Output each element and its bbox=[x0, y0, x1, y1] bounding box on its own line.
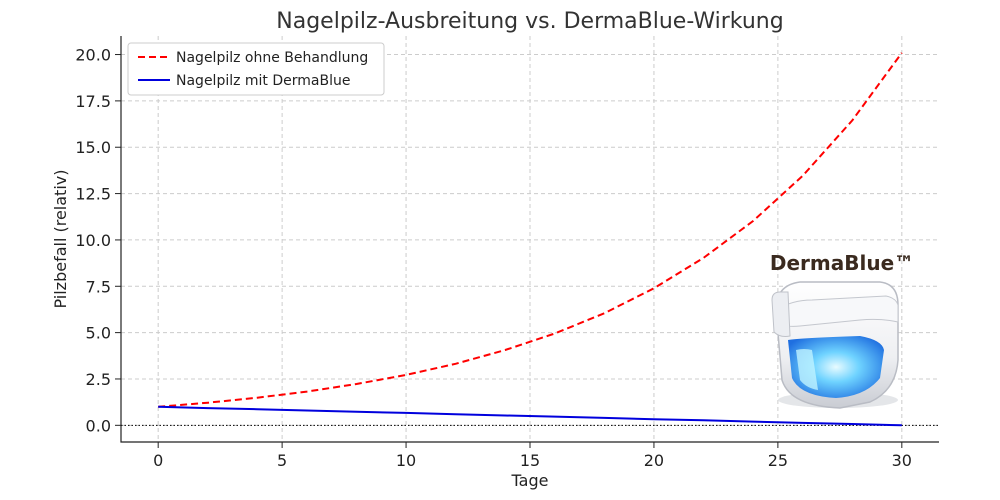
y-tick-label: 5.0 bbox=[86, 324, 111, 343]
x-axis-label: Tage bbox=[511, 471, 549, 490]
x-tick-label: 0 bbox=[153, 451, 163, 470]
x-tick-label: 10 bbox=[396, 451, 416, 470]
plot-area: 0 5 10 15 20 25 30 0.0 2.5 5.0 7.5 10.0 12.5 15.0 17.… bbox=[75, 36, 939, 470]
y-tick-label: 10.0 bbox=[75, 231, 111, 250]
chart-title: Nagelpilz-Ausbreitung vs. DermaBlue-Wirk… bbox=[276, 9, 783, 34]
series-line-treated bbox=[158, 405, 902, 427]
x-tick-label: 15 bbox=[520, 451, 540, 470]
legend: Nagelpilz ohne Behandlung Nagelpilz mit … bbox=[127, 42, 385, 96]
y-tick-label: 17.5 bbox=[75, 92, 111, 111]
y-ticks: 0.0 2.5 5.0 7.5 10.0 12.5 15.0 17.5 20.0 bbox=[75, 46, 121, 435]
legend-label-untreated: Nagelpilz ohne Behandlung bbox=[176, 50, 368, 66]
x-tick-label: 20 bbox=[644, 451, 664, 470]
y-tick-label: 2.5 bbox=[86, 370, 111, 389]
y-tick-label: 7.5 bbox=[86, 277, 111, 296]
x-tick-label: 25 bbox=[768, 451, 788, 470]
y-tick-label: 15.0 bbox=[75, 138, 111, 157]
series-line-untreated bbox=[158, 52, 903, 408]
axes-spine bbox=[120, 36, 939, 443]
product-image: DermaBlue™ bbox=[770, 251, 914, 409]
x-tick-label: 5 bbox=[277, 451, 287, 470]
y-axis-label: Pilzbefall (relativ) bbox=[51, 170, 70, 309]
legend-box bbox=[127, 42, 385, 96]
uv-nail-lamp-icon bbox=[771, 281, 899, 409]
y-tick-label: 12.5 bbox=[75, 185, 111, 204]
grid-lines bbox=[121, 36, 939, 442]
product-brand-name: DermaBlue™ bbox=[770, 251, 914, 275]
legend-label-treated: Nagelpilz mit DermaBlue bbox=[176, 73, 350, 89]
y-tick-label: 0.0 bbox=[86, 416, 111, 435]
y-tick-label: 20.0 bbox=[75, 46, 111, 65]
x-tick-label: 30 bbox=[892, 451, 912, 470]
series-group bbox=[158, 52, 903, 427]
x-ticks: 0 5 10 15 20 25 30 bbox=[153, 442, 912, 470]
